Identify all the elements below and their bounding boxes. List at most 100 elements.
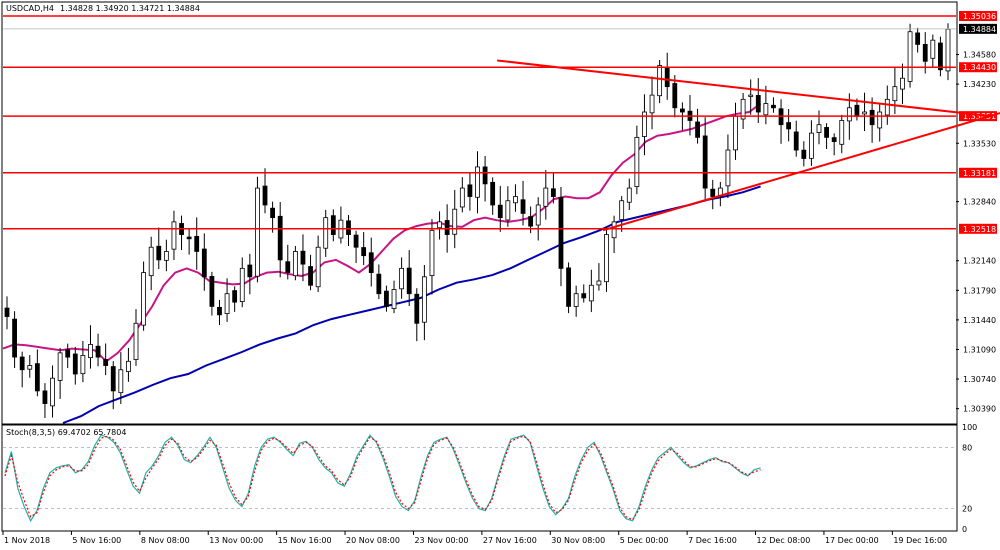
candle-body [528,216,534,227]
chart-ohlc-label: 1.34828 1.34920 1.34721 1.34884 [60,4,200,13]
candle-body [566,267,571,307]
x-tick-label: 23 Nov 00:00 [414,536,468,545]
stochastic-oscillator [3,434,956,523]
candle-body [846,107,852,122]
candle-body [467,184,473,197]
x-tick-label: 5 Nov 16:00 [72,536,121,545]
x-tick-label: 17 Dec 00:00 [825,536,879,545]
candle-body [626,187,632,203]
x-tick-label: 1 Nov 2018 [4,536,50,545]
x-tick-label: 7 Dec 16:00 [688,536,737,545]
candle-body [323,217,329,249]
y-tick-label: 1.34580 [963,51,996,60]
candle-body [376,273,382,295]
candle-body [679,108,685,113]
candle-body [581,293,587,299]
y-tick-label: 1.31440 [963,316,996,325]
candle-body [604,234,609,283]
candle-body [839,120,845,145]
y-tick-label: 1.30390 [963,405,996,414]
current-price-box [959,23,997,34]
current-price-label: 1.34884 [963,25,996,34]
level-price-box [959,223,997,234]
candle-body [361,247,367,257]
candle-body [27,365,33,370]
candle-body [384,290,389,307]
trendline-ascending [602,112,1000,232]
candle-body [19,356,25,371]
stoch-indicator-label: Stoch(8,3,5) 69.4702 65.7804 [6,428,126,437]
candle-body [330,215,336,235]
candle-body [733,115,738,151]
level-price-label: 1.33851 [963,112,996,121]
candle-body [163,251,169,261]
x-tick-label: 30 Nov 08:00 [551,536,605,545]
candle-body [353,234,359,248]
axes: 1.353801.345801.342301.335301.328401.321… [2,51,996,545]
candle-body [543,187,549,207]
candle-body [110,366,116,392]
x-tick-label: 12 Dec 08:00 [757,536,811,545]
moving-averages [2,102,762,424]
candle-body [763,103,769,116]
candle-body [88,344,93,359]
candle-body [664,67,670,88]
candle-body [801,149,807,159]
candle-body [513,196,518,204]
ma-fast-line [2,102,762,363]
y-tick-label: 1.31090 [963,345,996,354]
candle-body [148,246,154,277]
candle-body [945,28,951,72]
chart-symbol-label: USDCAD,H4 [6,4,54,13]
candle-body [270,207,276,219]
y-tick-label: 1.32140 [963,257,996,266]
candle-body [391,289,397,309]
candle-body [459,187,465,208]
x-tick-label: 8 Nov 08:00 [141,536,190,545]
y-tick-label: 1.34230 [963,80,996,89]
level-price-label: 1.32518 [963,225,996,234]
candle-body [588,284,594,302]
candle-body [710,188,716,197]
candle-body [103,359,109,366]
candle-body [12,318,17,358]
candle-body [95,345,101,358]
candle-body [126,360,131,372]
candle-body [255,187,260,277]
candle-body [42,390,48,404]
candle-body [277,215,283,261]
level-price-box [959,62,997,73]
candle-body [65,349,71,358]
candle-body [239,267,245,302]
candle-body [930,39,936,59]
x-tick-label: 13 Nov 00:00 [209,536,263,545]
candle-body [444,220,450,235]
candle-body [315,246,321,288]
candle-body [786,122,792,130]
candle-body [938,42,943,71]
candle-body [922,44,928,62]
candle-body [300,250,306,265]
candle-body [831,137,837,142]
level-price-box [959,11,997,22]
horizontal-levels: 1.35036 1.34430 1.33851 1.33181 1.32518 1.348… [3,11,997,234]
candle-body [452,208,458,235]
y-tick-label: 1.31790 [963,286,996,295]
candle-body [247,264,253,278]
candle-body [740,98,746,120]
candle-body [308,266,313,286]
candle-body [748,94,754,97]
candle-body [907,31,913,82]
candle-body [141,272,146,326]
candle-body [57,352,63,381]
x-tick-label: 27 Nov 16:00 [483,536,537,545]
candle-body [262,185,268,206]
trendline-descending [497,59,992,118]
candle-body [399,267,405,290]
candle-body [217,306,222,316]
candle-body [535,204,541,226]
stoch-y-tick-label: 0 [962,525,967,534]
level-price-label: 1.33181 [963,169,996,178]
candle-body [702,135,708,189]
